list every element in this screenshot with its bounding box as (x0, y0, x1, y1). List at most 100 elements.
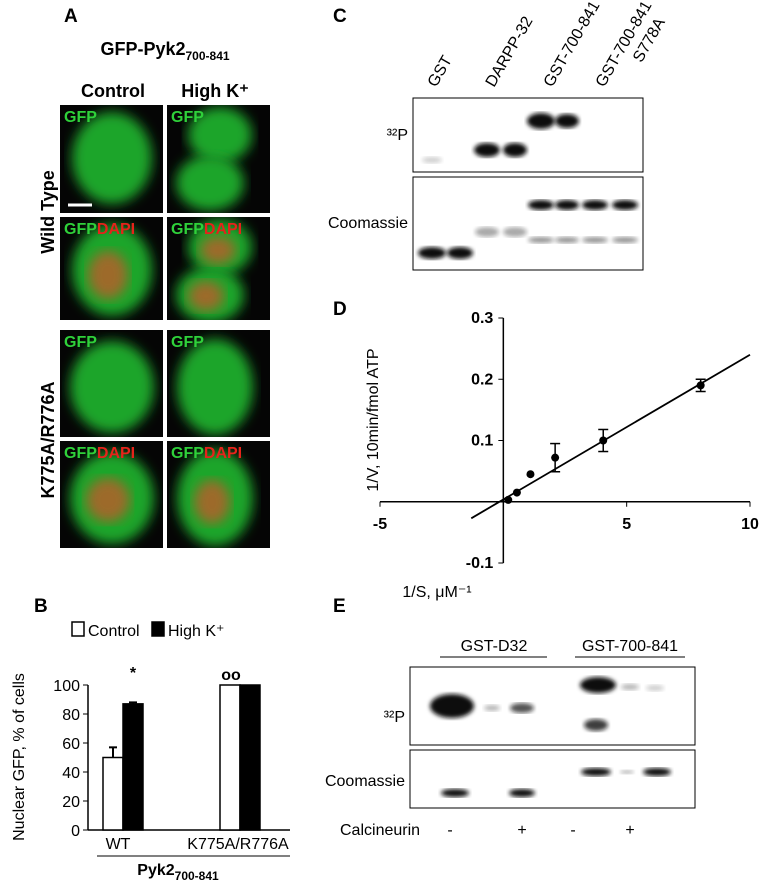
y-tick-label: -0.1 (466, 555, 494, 572)
channel-dapi: DAPI (204, 221, 242, 238)
data-point (696, 381, 705, 390)
y-tick-label: 0.1 (471, 433, 493, 450)
channel-dapi: DAPI (97, 221, 135, 238)
band (582, 200, 608, 210)
band (430, 694, 474, 718)
legend-label: High K⁺ (168, 623, 224, 640)
bar (219, 684, 241, 831)
y-tick-label: 20 (62, 794, 80, 811)
panel-label: C (333, 6, 347, 27)
band (503, 143, 527, 157)
y-tick-label: 0.3 (471, 310, 493, 327)
nucleus (86, 478, 130, 522)
x-axis-title-text: Pyk2 (137, 862, 174, 879)
treatment-sign: + (625, 822, 634, 839)
nucleus (194, 480, 230, 524)
blot-row-label: ³²P (387, 127, 408, 144)
channel-label: GFP (171, 334, 204, 351)
data-point (504, 495, 513, 504)
bar (122, 703, 144, 831)
band (528, 237, 554, 243)
column-header: High K⁺ (181, 81, 249, 101)
x-tick-label: K775A/R776A (187, 836, 289, 853)
cell (176, 155, 244, 211)
group-label: GST-D32 (461, 638, 528, 655)
band (621, 684, 639, 690)
band (474, 143, 500, 157)
band (447, 247, 473, 259)
panel-label: E (333, 596, 346, 617)
channel-gfp: GFP (171, 221, 204, 238)
channel-label: GFP (171, 109, 204, 126)
y-axis-title: 1/V, 10min/fmol ATP (365, 348, 382, 491)
data-point (512, 488, 521, 497)
x-axis-title: Pyk2700-841 (137, 862, 219, 881)
cells (72, 112, 152, 204)
cells (177, 450, 253, 546)
band (422, 157, 442, 163)
row-label: K775A/R776A (38, 381, 58, 498)
x-axis-title: 1/S, μM⁻¹ (402, 584, 471, 601)
panel-label: A (64, 6, 78, 27)
channel-label: GFP (64, 109, 97, 126)
channel-gfp: GFP (64, 334, 97, 351)
row-label: Wild Type (38, 170, 58, 254)
blot-frame (409, 749, 696, 809)
blot-frame (412, 176, 644, 271)
panel-label: D (333, 299, 347, 320)
data-point (599, 436, 608, 445)
channel-gfp: GFP (64, 109, 97, 126)
panel-title: GFP-Pyk2700-841 (100, 39, 229, 63)
channel-dapi: DAPI (97, 445, 135, 462)
cell (70, 341, 154, 433)
y-tick-label: 0.2 (471, 371, 493, 388)
x-axis-title-subscript: 700-841 (175, 869, 219, 881)
y-tick-label: 40 (62, 765, 80, 782)
bar (102, 756, 124, 831)
legend-swatch (71, 621, 85, 637)
band (418, 247, 446, 259)
title-subscript: 700-841 (186, 49, 230, 63)
x-tick-label: 5 (622, 516, 631, 533)
data-point (526, 470, 535, 479)
legend-label: Control (88, 623, 140, 640)
band (581, 768, 611, 776)
cells (70, 341, 154, 433)
band (441, 789, 469, 797)
treatment-sign: - (570, 822, 575, 839)
channel-label: GFPDAPI (64, 445, 135, 462)
channel-gfp: GFP (64, 221, 97, 238)
channel-label: GFPDAPI (171, 445, 242, 462)
nucleus (188, 281, 224, 311)
band (509, 789, 535, 797)
band (555, 200, 579, 210)
cells (176, 219, 252, 320)
channel-gfp: GFP (171, 334, 204, 351)
band (484, 705, 500, 711)
y-axis-title: Nuclear GFP, % of cells (11, 673, 28, 841)
lane-label: DARPP-32 (483, 14, 537, 90)
group-label: GST-700-841 (582, 638, 678, 655)
cell (72, 112, 152, 204)
treatment-label: Calcineurin (340, 822, 420, 839)
cells (72, 224, 152, 316)
nucleus (200, 236, 236, 264)
band (555, 237, 579, 243)
title-text: GFP-Pyk2 (100, 39, 185, 59)
band (527, 113, 555, 129)
channel-gfp: GFP (64, 445, 97, 462)
channel-gfp: GFP (171, 109, 204, 126)
band (646, 685, 664, 691)
y-tick-label: 80 (62, 707, 80, 724)
annotation: oo (221, 667, 241, 684)
band (612, 200, 638, 210)
y-tick-label: 0 (71, 823, 80, 840)
lane-label: GST (425, 53, 456, 90)
y-tick-label: 100 (53, 678, 80, 695)
band (475, 227, 499, 237)
channel-label: GFPDAPI (64, 221, 135, 238)
treatment-sign: + (517, 822, 526, 839)
band (528, 200, 554, 210)
annotation: * (130, 665, 137, 682)
